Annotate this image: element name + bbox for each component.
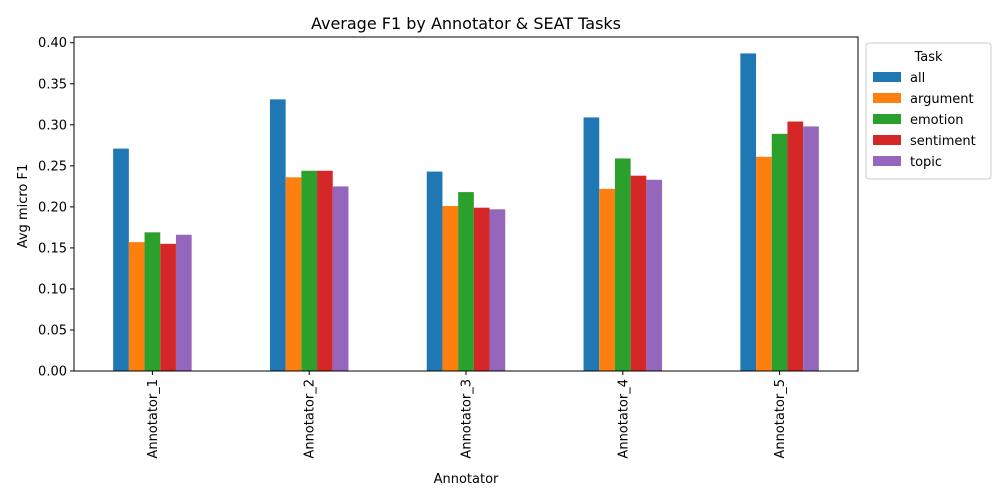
bar-emotion-Annotator_5 [771, 133, 788, 371]
y-axis-label: Avg micro F1 [16, 164, 31, 249]
bar-topic-Annotator_2 [332, 186, 349, 371]
bar-emotion-Annotator_4 [614, 158, 631, 371]
legend-label-all: all [910, 71, 925, 86]
x-axis: Annotator_1 Annotator_2 Annotator_3 Annotat… [146, 371, 788, 459]
chart-title: Average F1 by Annotator & SEAT Tasks [311, 14, 621, 33]
y-tick-label: 0.05 [38, 323, 67, 338]
legend-swatch-all [873, 72, 901, 82]
y-axis: 0.00 0.05 0.10 0.15 0.20 0.25 0.30 0.35 0.40 [38, 36, 74, 380]
x-tick-label: Annotator_3 [460, 379, 475, 459]
legend-title: Task [913, 50, 943, 65]
bar-topic-Annotator_1 [175, 234, 192, 371]
legend-label-argument: argument [910, 92, 974, 107]
bar-all-Annotator_1 [113, 148, 129, 371]
x-tick-label: Annotator_4 [616, 379, 631, 459]
bar-topic-Annotator_5 [803, 126, 819, 371]
bar-argument-Annotator_2 [285, 177, 302, 371]
bar-sentiment-Annotator_4 [630, 175, 647, 371]
bar-all-Annotator_4 [583, 117, 600, 371]
bar-argument-Annotator_4 [599, 188, 615, 371]
bar-argument-Annotator_5 [756, 156, 772, 371]
y-tick-label: 0.15 [38, 241, 67, 256]
bar-all-Annotator_2 [269, 99, 286, 372]
x-tick-label: Annotator_5 [773, 379, 788, 459]
bar-sentiment-Annotator_3 [473, 207, 490, 371]
bar-sentiment-Annotator_5 [787, 121, 804, 371]
bar-argument-Annotator_3 [442, 206, 459, 371]
bar-emotion-Annotator_2 [301, 170, 318, 371]
bar-topic-Annotator_3 [489, 209, 506, 371]
bars-layer [113, 53, 819, 372]
x-axis-label: Annotator [434, 472, 499, 487]
plot-frame [73, 36, 859, 372]
legend-label-emotion: emotion [910, 113, 964, 128]
legend-swatch-argument [873, 93, 901, 103]
x-tick-label: Annotator_2 [303, 379, 318, 459]
legend: Task all argument emotion sentiment topic [865, 42, 992, 180]
bar-argument-Annotator_1 [128, 242, 145, 371]
bar-all-Annotator_3 [426, 171, 443, 371]
legend-swatch-emotion [873, 114, 901, 124]
bar-sentiment-Annotator_2 [317, 170, 333, 371]
y-tick-label: 0.30 [38, 118, 67, 133]
y-tick-label: 0.20 [38, 200, 67, 215]
bar-sentiment-Annotator_1 [160, 243, 176, 371]
legend-label-sentiment: sentiment [910, 134, 976, 149]
bar-emotion-Annotator_1 [144, 232, 161, 371]
bar-all-Annotator_5 [740, 53, 757, 371]
y-tick-label: 0.10 [38, 282, 67, 297]
legend-swatch-topic [873, 156, 901, 166]
x-tick-label: Annotator_1 [146, 379, 161, 459]
bar-topic-Annotator_4 [646, 179, 663, 371]
y-tick-label: 0.40 [38, 36, 67, 51]
bar-emotion-Annotator_3 [458, 192, 474, 371]
y-tick-label: 0.25 [38, 159, 67, 174]
legend-swatch-sentiment [873, 135, 901, 145]
y-tick-label: 0.35 [38, 77, 67, 92]
y-tick-label: 0.00 [38, 365, 67, 380]
legend-label-topic: topic [910, 155, 942, 170]
